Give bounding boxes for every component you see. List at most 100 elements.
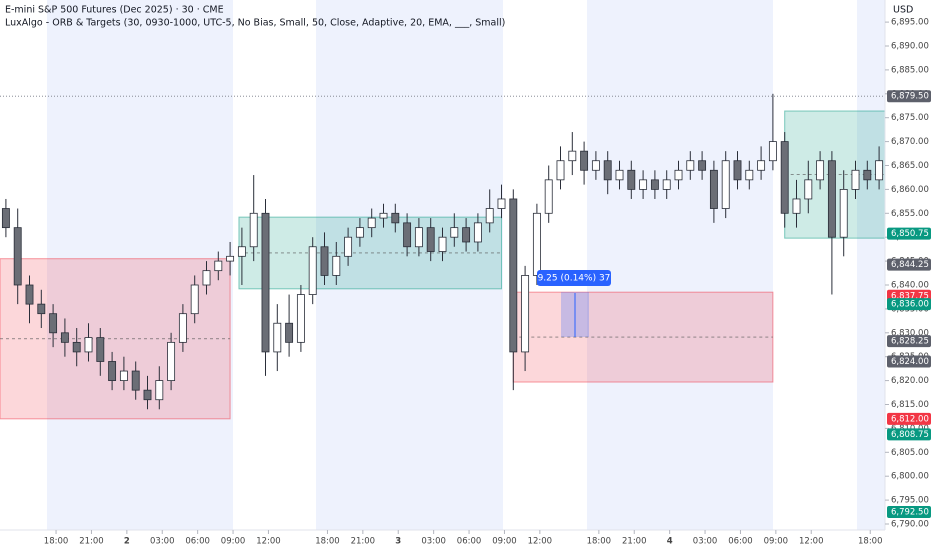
candle-body [639, 179, 648, 190]
candle-body [674, 169, 683, 181]
candle-body [237, 246, 246, 257]
candle-body [686, 160, 695, 171]
candle-body [485, 208, 494, 224]
x-tick-label: 12:00 [799, 537, 824, 547]
candle-body [25, 284, 34, 305]
candle-body [603, 160, 612, 181]
y-tick-label: 6,855.00 [891, 209, 929, 219]
x-tick-label: 21:00 [622, 537, 647, 547]
price-label-box [887, 90, 931, 103]
candle-body [615, 169, 624, 181]
candle-body [308, 246, 317, 295]
candle-body [509, 198, 518, 353]
candle-body [131, 370, 140, 391]
candle-body [768, 141, 777, 162]
candle-body [367, 217, 376, 229]
candle-body [60, 332, 69, 343]
price-label-box [887, 428, 931, 441]
candle-body [698, 160, 707, 171]
x-tick-label: 4 [667, 537, 673, 547]
candle-body [178, 313, 187, 343]
x-tick-label: 18:00 [587, 537, 612, 547]
candle-body [662, 179, 671, 190]
currency-label: USD [893, 5, 913, 16]
candle-body [521, 275, 530, 353]
chart-title: E-mini S&P 500 Futures (Dec 2025) · 30 ·… [5, 5, 224, 16]
session-band [857, 0, 885, 530]
y-tick-label: 6,820.00 [891, 376, 929, 386]
x-tick-label: 03:00 [693, 537, 718, 547]
price-label-box [887, 258, 931, 271]
candle-body [403, 222, 412, 248]
candle-body [344, 236, 353, 257]
candle-body [296, 294, 305, 343]
candle-body [709, 169, 718, 209]
x-tick-label: 2 [124, 537, 130, 547]
x-tick-label: 18:00 [858, 537, 883, 547]
candle-body [875, 160, 884, 181]
candle-body [792, 198, 801, 214]
candle-body [462, 227, 471, 243]
y-tick-label: 6,860.00 [891, 185, 929, 195]
y-tick-label: 6,885.00 [891, 65, 929, 75]
price-label-box [887, 298, 931, 311]
y-tick-label: 6,790.00 [891, 520, 929, 530]
candle-body [273, 322, 282, 353]
candle-body [733, 160, 742, 181]
candle-body [816, 160, 825, 181]
candle-body [827, 160, 836, 238]
y-tick-label: 6,870.00 [891, 137, 929, 147]
candle-body [450, 227, 459, 238]
x-tick-label: 21:00 [351, 537, 376, 547]
candle-body [37, 303, 46, 315]
price-label-box [887, 227, 931, 240]
candle-body [851, 169, 860, 190]
candle-body [13, 227, 22, 286]
candle-body [473, 222, 482, 243]
price-label: 6,837.75 [891, 291, 929, 301]
candle-body [72, 341, 81, 353]
session-band [47, 0, 233, 530]
x-tick-label: 12:00 [256, 537, 281, 547]
x-tick-label: 03:00 [150, 537, 175, 547]
candle-body [721, 160, 730, 209]
candle-body [379, 212, 388, 219]
y-tick-label: 6,830.00 [891, 328, 929, 338]
y-tick-label: 6,890.00 [891, 42, 929, 52]
y-tick-label: 6,800.00 [891, 472, 929, 482]
x-tick-label: 21:00 [79, 537, 104, 547]
candle-body [544, 179, 553, 214]
candle-body [580, 150, 589, 171]
candle-body [391, 212, 400, 224]
price-label-box [887, 355, 931, 368]
session-band [316, 0, 503, 530]
candle-body [497, 198, 506, 209]
candle-body [214, 260, 223, 272]
candle-body [261, 212, 270, 353]
candle-body [438, 236, 447, 252]
indicator-label: LuxAlgo - ORB & Targets (30, 0930-1000, … [5, 18, 505, 29]
candle-body [839, 188, 848, 238]
candle-body [202, 270, 211, 286]
price-label: 6,808.75 [891, 430, 929, 440]
candle-body [414, 227, 423, 248]
candle-body [190, 284, 199, 315]
candle-body [780, 141, 789, 214]
candle-body [556, 160, 565, 181]
measure-tooltip [537, 270, 611, 286]
x-tick-label: 18:00 [44, 537, 69, 547]
price-label: 6,844.25 [891, 260, 929, 270]
price-label-box [887, 506, 931, 519]
candle-body [1, 208, 10, 229]
price-label: 6,812.00 [891, 414, 929, 424]
candle-body [332, 255, 341, 276]
candle-body [84, 337, 93, 353]
candle-body [757, 160, 766, 171]
candle-body [532, 212, 541, 276]
candle-body [49, 313, 58, 334]
price-label-box [887, 412, 931, 425]
x-tick-label: 06:00 [185, 537, 210, 547]
x-tick-label: 03:00 [421, 537, 446, 547]
candle-body [804, 179, 813, 200]
